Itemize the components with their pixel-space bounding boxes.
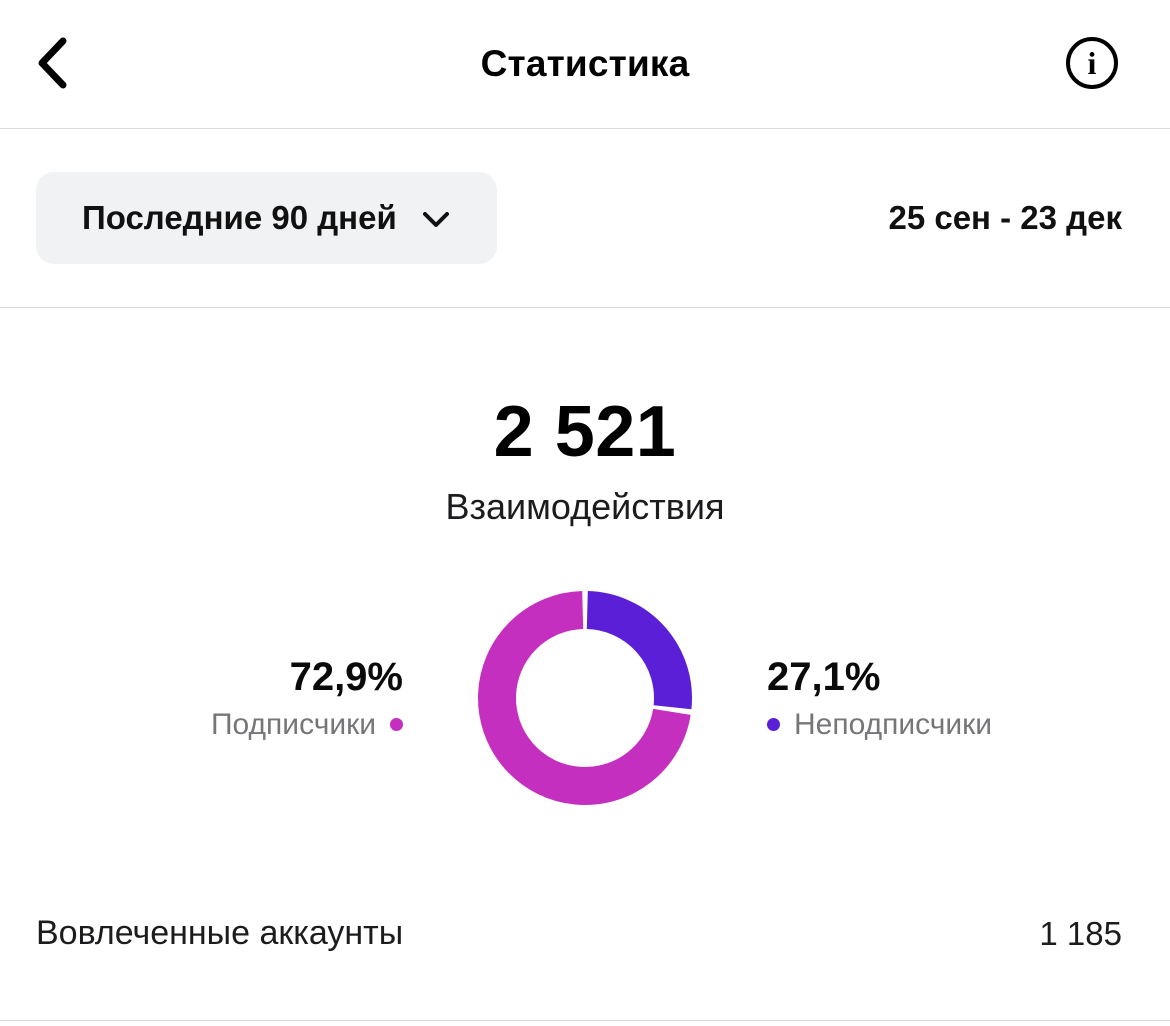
donut-chart: [477, 590, 693, 806]
svg-text:i: i: [1088, 45, 1097, 81]
followers-label-row: Подписчики: [211, 708, 403, 742]
header: Статистика i: [0, 0, 1170, 128]
divider: [0, 307, 1170, 308]
filter-row: Последние 90 дней 25 сен - 23 дек: [0, 129, 1170, 307]
followers-label: Подписчики: [210, 707, 376, 741]
followers-percent: 72,9%: [289, 654, 403, 699]
engaged-accounts-row[interactable]: Вовлеченные аккаунты 1 185: [0, 914, 1170, 953]
non-followers-label: Неподписчики: [794, 707, 993, 741]
page-title: Статистика: [480, 43, 690, 84]
interactions-breakdown: 72,9% Подписчики 27,1% Неподписчики: [0, 590, 1170, 806]
chevron-left-icon: [34, 36, 70, 93]
info-icon: i: [1064, 35, 1120, 94]
period-label: Последние 90 дней: [82, 199, 397, 236]
donut-svg: [478, 591, 692, 805]
non-followers-legend: 27,1% Неподписчики: [767, 655, 992, 742]
non-followers-dot: [767, 718, 780, 731]
interactions-label: Взаимодействия: [445, 486, 725, 527]
engaged-accounts-label: Вовлеченные аккаунты: [36, 914, 404, 952]
engaged-accounts-value: 1 185: [1039, 914, 1122, 952]
followers-dot: [390, 718, 403, 731]
divider: [0, 128, 1170, 129]
interactions-total: 2 521: [493, 392, 677, 472]
non-followers-label-row: Неподписчики: [767, 708, 992, 742]
followers-legend: 72,9% Подписчики: [211, 655, 403, 742]
chevron-down-icon: [421, 199, 451, 237]
date-range-label: 25 сен - 23 дек: [888, 199, 1122, 236]
period-selector[interactable]: Последние 90 дней: [36, 172, 497, 264]
non-followers-percent: 27,1%: [767, 654, 881, 699]
info-button[interactable]: i: [1064, 36, 1120, 92]
back-button[interactable]: [34, 34, 90, 94]
divider: [0, 1020, 1170, 1021]
